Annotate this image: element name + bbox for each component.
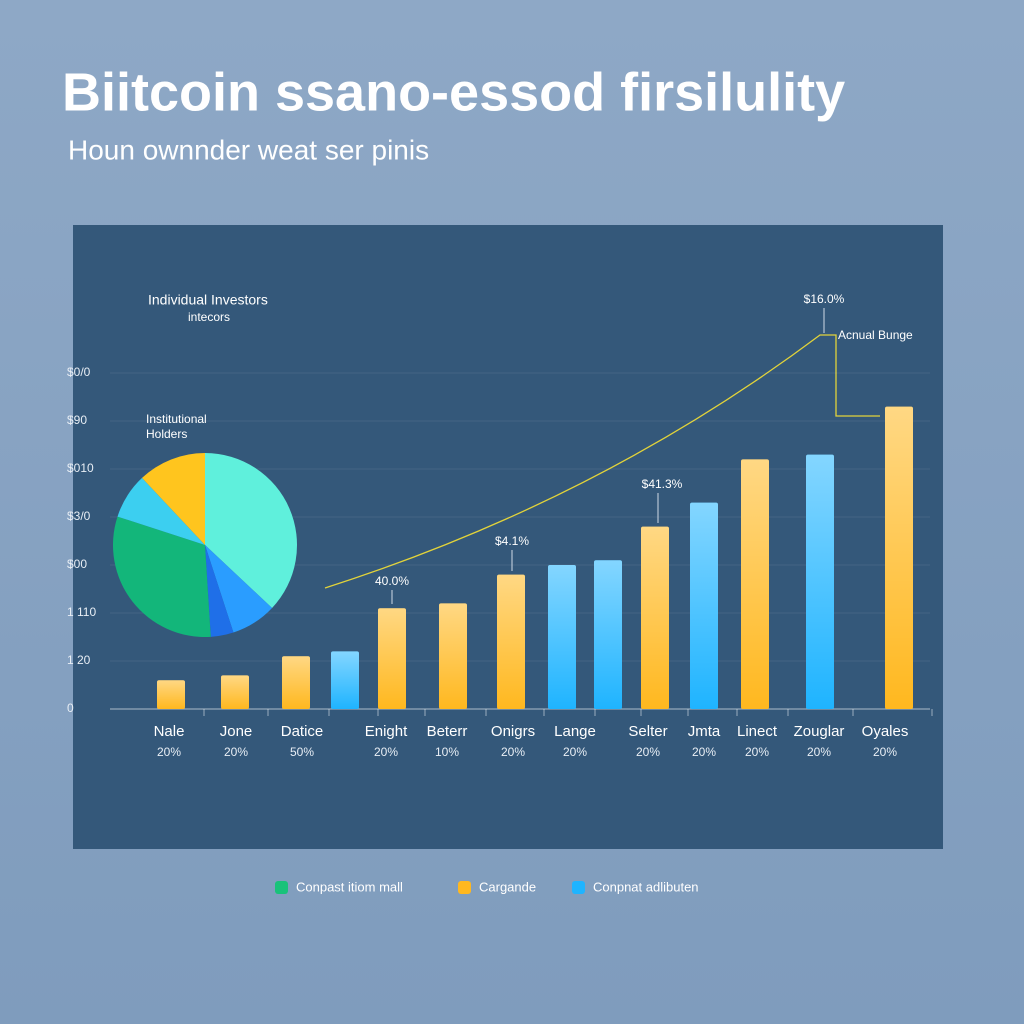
annotation: $41.3% — [642, 477, 683, 491]
bar-shine — [885, 406, 913, 709]
x-tick-label: Beterr — [427, 723, 468, 740]
legend-swatch — [458, 881, 471, 894]
bar-shine — [157, 680, 185, 709]
x-sublabel: 10% — [435, 745, 459, 759]
legend-label: Conpnat adlibuten — [593, 879, 699, 894]
y-tick-label: 1 20 — [67, 653, 91, 667]
annotation: Individual Investors — [148, 292, 268, 308]
trend-line — [324, 334, 880, 589]
plot: 0 1 20 1 110 $00 $3/0 $010 $90 $0/0 Nale 20% Jone 2… — [67, 292, 933, 894]
pie-slice — [113, 516, 211, 638]
x-tick-label: Datice — [281, 723, 324, 740]
x-tick-label: Lange — [554, 723, 596, 740]
x-sublabel: 20% — [563, 745, 587, 759]
x-sublabel: 20% — [374, 745, 398, 759]
y-tick-label: $010 — [67, 461, 94, 475]
legend-swatch — [275, 881, 288, 894]
x-sublabel: 20% — [807, 745, 831, 759]
bar-shine — [741, 459, 769, 709]
bar-shine — [378, 608, 406, 709]
x-tick-label: Jmta — [688, 723, 721, 740]
annotation: Holders — [146, 427, 187, 441]
y-tick-label: $90 — [67, 413, 87, 427]
x-tick-label: Nale — [154, 723, 185, 740]
x-tick-label: Enight — [365, 723, 408, 740]
pie-slice — [142, 453, 205, 545]
annotation: Institutional — [146, 412, 207, 426]
bar-shine — [548, 565, 576, 709]
annotation: 40.0% — [375, 574, 409, 588]
chart-subtitle: Houn ownnder weat ser pinis — [68, 134, 429, 165]
pie-slice — [205, 545, 234, 637]
bar-shine — [690, 502, 718, 709]
pie-slice — [117, 477, 205, 545]
y-tick-label: $3/0 — [67, 509, 91, 523]
annotation: $4.1% — [495, 534, 529, 548]
pie-slice — [205, 545, 273, 633]
legend-label: Cargande — [479, 879, 536, 894]
x-tick-label: Zouglar — [794, 723, 845, 740]
bar-shine — [439, 603, 467, 709]
bar-shine — [497, 574, 525, 709]
bar-shine — [331, 651, 359, 709]
x-tick-label: Linect — [737, 723, 778, 740]
bar-shine — [282, 656, 310, 709]
y-tick-label: $00 — [67, 557, 87, 571]
annotation: intecors — [188, 310, 230, 324]
legend-label: Conpast itiom mall — [296, 879, 403, 894]
annotation: $16.0% — [804, 292, 845, 306]
legend-swatch — [572, 881, 585, 894]
x-sublabel: 20% — [636, 745, 660, 759]
x-sublabel: 20% — [692, 745, 716, 759]
pie-slice — [205, 453, 298, 608]
x-sublabel: 20% — [224, 745, 248, 759]
y-tick-label: 1 110 — [67, 605, 96, 619]
bar-shine — [641, 526, 669, 709]
y-tick-label: $0/0 — [67, 365, 91, 379]
chart-title: Biitcoin ssano-essod firsilulity — [62, 62, 845, 122]
x-sublabel: 20% — [501, 745, 525, 759]
bar-shine — [594, 560, 622, 709]
x-sublabel: 20% — [745, 745, 769, 759]
x-tick-label: Onigrs — [491, 723, 535, 740]
x-sublabel: 20% — [157, 745, 181, 759]
x-tick-label: Jone — [220, 723, 253, 740]
annotation: Acnual Bunge — [838, 328, 913, 342]
x-sublabel: 20% — [873, 745, 897, 759]
x-sublabel: 50% — [290, 745, 314, 759]
bar-shine — [221, 675, 249, 709]
x-tick-label: Oyales — [862, 723, 909, 740]
x-tick-label: Selter — [628, 723, 667, 740]
y-tick-label: 0 — [67, 701, 74, 715]
bar-shine — [806, 454, 834, 709]
